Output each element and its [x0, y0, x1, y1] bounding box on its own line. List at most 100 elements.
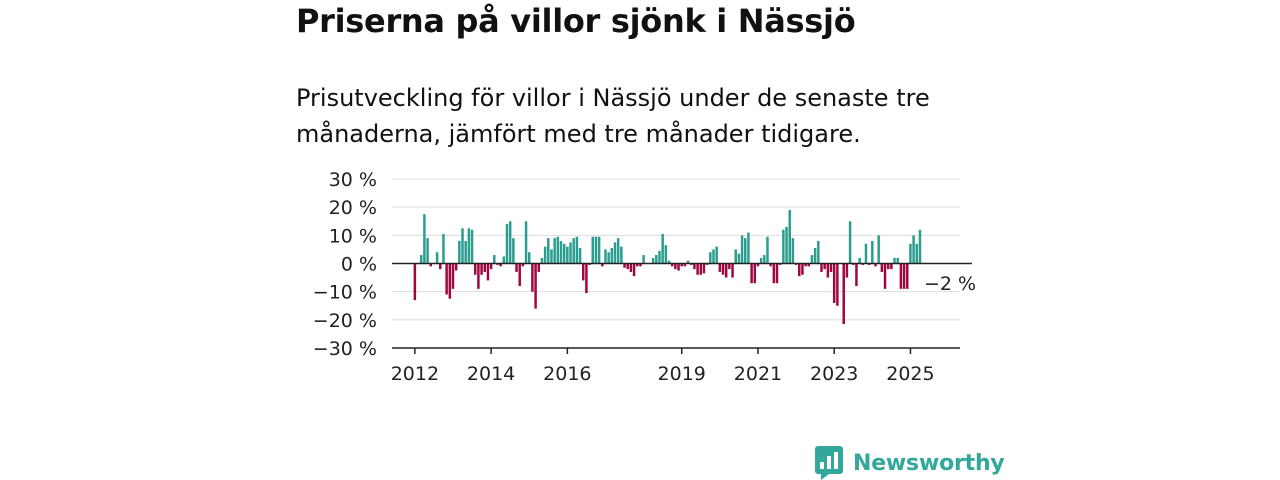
- x-tick-label: 2012: [391, 363, 439, 385]
- bar: [848, 221, 852, 264]
- bar: [458, 240, 461, 264]
- bar: [798, 263, 801, 277]
- bar: [791, 238, 795, 264]
- bar: [661, 233, 664, 264]
- bar: [613, 242, 617, 264]
- bar: [578, 248, 582, 264]
- bar: [664, 245, 668, 264]
- x-tick-label: 2016: [543, 363, 591, 385]
- x-tick-label: 2023: [810, 363, 858, 385]
- newsworthy-logo-icon: [815, 446, 843, 480]
- bar: [632, 263, 636, 277]
- bar: [442, 233, 445, 264]
- bar: [893, 257, 896, 264]
- bar: [521, 263, 525, 267]
- bar: [636, 263, 639, 267]
- bar: [512, 238, 515, 264]
- bar: [591, 236, 595, 264]
- bars: [413, 209, 922, 325]
- bar: [483, 263, 486, 272]
- bar: [505, 224, 509, 264]
- bar: [696, 263, 699, 275]
- bar: [734, 249, 737, 264]
- bar: [543, 246, 547, 264]
- bar: [597, 236, 601, 264]
- bar: [413, 263, 417, 301]
- bar: [829, 263, 833, 272]
- bar: [454, 263, 458, 271]
- axes: [392, 262, 972, 354]
- bar: [744, 238, 747, 264]
- bar: [518, 263, 521, 287]
- bar: [788, 209, 791, 264]
- bar: [537, 263, 541, 272]
- bar: [575, 236, 579, 264]
- bar: [616, 238, 620, 264]
- bar: [489, 263, 493, 270]
- bar: [785, 226, 788, 264]
- bar: [658, 250, 661, 264]
- bar: [813, 248, 817, 264]
- bar: [582, 263, 585, 281]
- bar: [473, 263, 477, 275]
- bar: [728, 263, 731, 270]
- y-tick-label: −30 %: [313, 338, 377, 360]
- bar: [528, 252, 531, 264]
- bar: [470, 229, 474, 264]
- bar: [540, 257, 544, 264]
- bar: [439, 263, 442, 270]
- bar: [502, 256, 506, 264]
- bar: [480, 263, 483, 275]
- bar: [909, 243, 912, 264]
- bar: [871, 240, 874, 264]
- bar: [486, 263, 490, 281]
- bar: [845, 263, 849, 278]
- bar: [737, 253, 741, 264]
- bar: [918, 229, 922, 264]
- bar: [842, 263, 845, 325]
- bar: [874, 263, 877, 267]
- bar: [766, 236, 769, 264]
- bar: [912, 235, 915, 264]
- bar: [601, 263, 604, 267]
- bar: [782, 229, 785, 264]
- bar: [886, 263, 890, 270]
- bar: [817, 240, 820, 264]
- bar: [553, 238, 556, 264]
- bar: [769, 263, 772, 267]
- bar: [804, 263, 807, 267]
- last-value-label: −2 %: [924, 273, 976, 295]
- bar: [836, 263, 839, 306]
- bar: [775, 263, 779, 284]
- bar: [426, 238, 429, 264]
- bar: [534, 263, 537, 309]
- bar: [594, 236, 598, 264]
- bar: [461, 228, 464, 264]
- bar: [721, 263, 725, 275]
- bar: [572, 238, 575, 264]
- bar: [699, 263, 703, 275]
- chart-subtitle: Prisutveckling för villor i Nässjö under…: [296, 84, 930, 148]
- y-tick-label: −20 %: [313, 310, 377, 332]
- bar: [826, 263, 830, 278]
- bar: [655, 255, 658, 264]
- bar: [807, 263, 811, 267]
- bar: [759, 257, 763, 264]
- bar: [629, 263, 633, 272]
- bar: [607, 252, 610, 264]
- bar: [686, 260, 690, 264]
- bar: [667, 260, 671, 264]
- bar: [902, 263, 906, 289]
- bar: [677, 263, 680, 271]
- bar: [772, 263, 776, 284]
- bar: [801, 263, 804, 275]
- bar: [569, 242, 572, 264]
- bar: [562, 243, 566, 264]
- bar: [508, 221, 512, 264]
- bar: [896, 257, 899, 264]
- bar: [823, 263, 826, 270]
- bar: [423, 214, 426, 264]
- y-tick-label: 20 %: [329, 197, 377, 219]
- bar: [899, 263, 903, 289]
- bar: [763, 255, 766, 264]
